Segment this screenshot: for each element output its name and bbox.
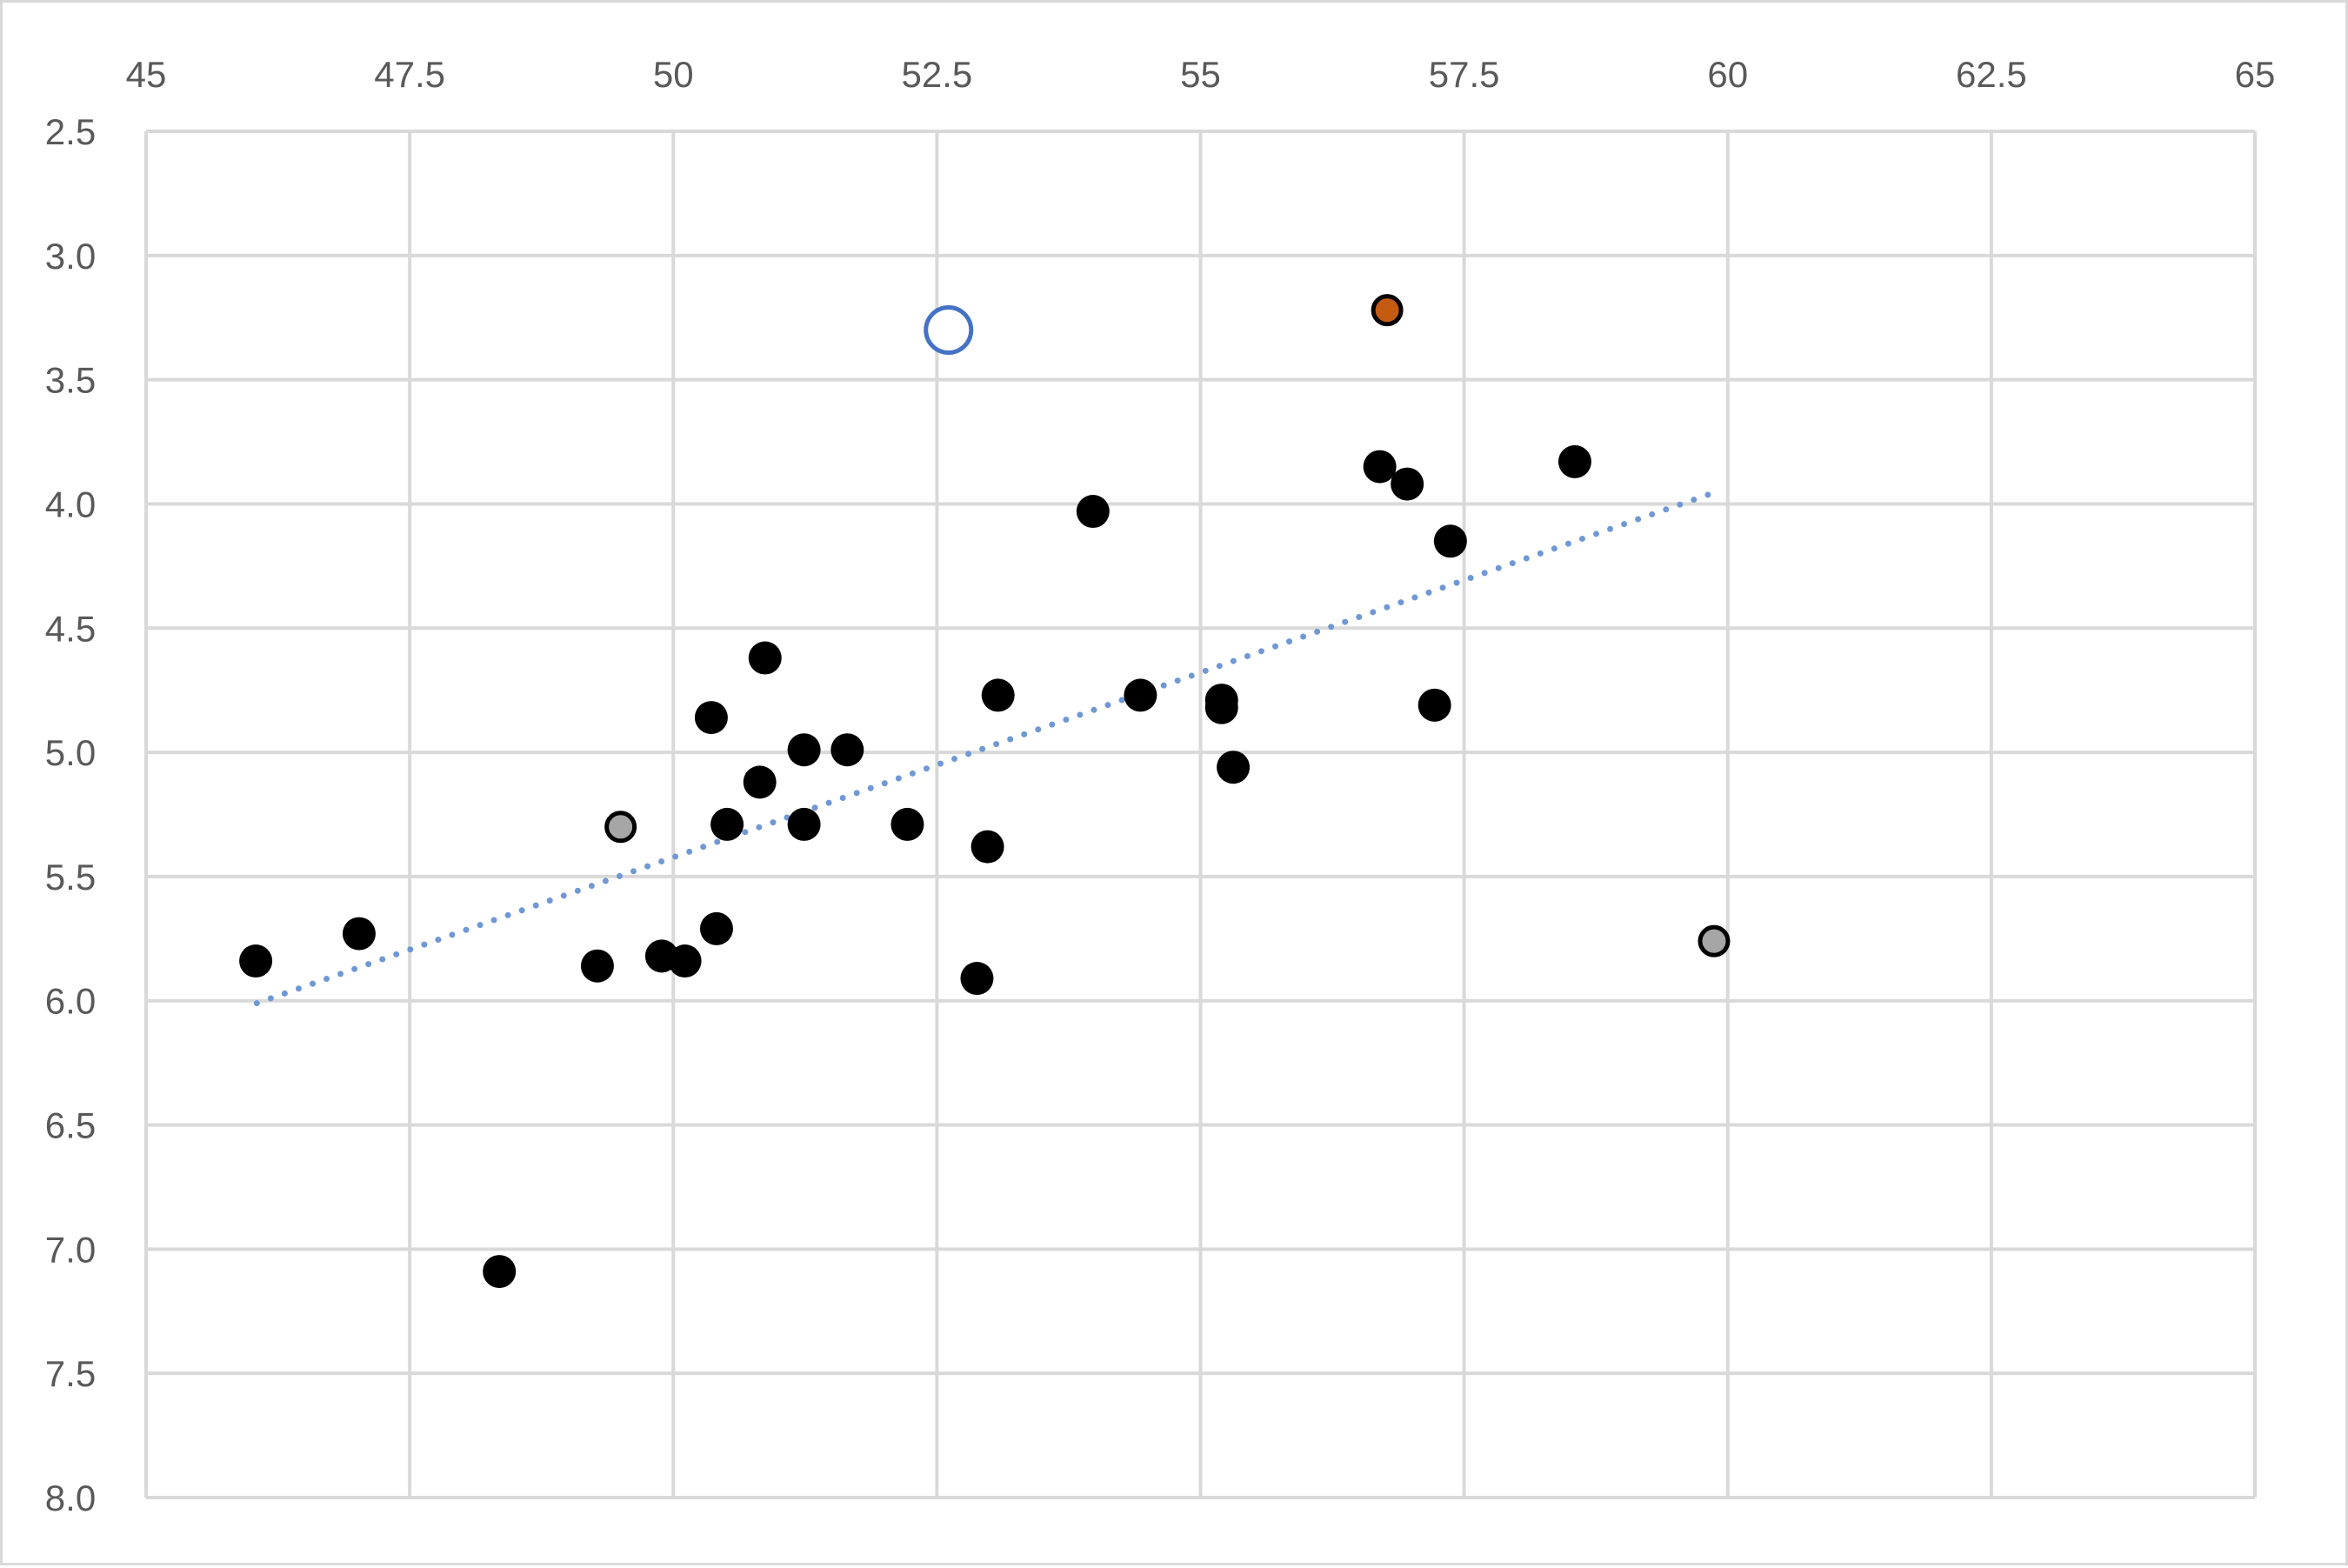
data-point-main [891, 807, 924, 841]
y-tick-label: 7.5 [45, 1353, 96, 1394]
gridlines [144, 130, 2257, 1499]
y-tick-labels: 2.5 3.0 3.5 4.0 4.5 5.0 5.5 6.0 6.5 7.0 7.5 8.0 [45, 111, 96, 1518]
x-tick-label: 57.5 [1429, 54, 1500, 95]
y-tick-label: 3.5 [45, 360, 96, 401]
y-tick-label: 4.5 [45, 608, 96, 649]
data-point-main [694, 701, 728, 735]
x-tick-label: 45 [126, 54, 167, 95]
y-tick-label: 3.0 [45, 236, 96, 277]
data-point-main [342, 917, 376, 951]
data-point-main [1363, 450, 1397, 484]
x-tick-label: 62.5 [1956, 54, 2027, 95]
data-point-main [580, 949, 614, 983]
trendline [253, 488, 1721, 1007]
x-tick-label: 60 [1707, 54, 1748, 95]
data-point-gray [604, 811, 637, 844]
x-tick-label: 52.5 [902, 54, 973, 95]
data-point-main [830, 733, 864, 767]
y-tick-label: 2.5 [45, 111, 96, 152]
data-point-main [239, 944, 273, 978]
data-point-gray [1698, 924, 1731, 957]
data-point-main [710, 807, 744, 841]
data-point-main [1558, 444, 1591, 478]
x-tick-label: 65 [2235, 54, 2276, 95]
data-point-main [743, 765, 777, 799]
x-tick-label: 50 [653, 54, 694, 95]
data-points [239, 294, 1731, 1289]
y-tick-label: 6.5 [45, 1105, 96, 1146]
y-tick-label: 8.0 [45, 1478, 96, 1518]
data-point-main [787, 807, 821, 841]
y-tick-label: 5.0 [45, 732, 96, 773]
x-tick-labels: 45 47.5 50 52.5 55 57.5 60 62.5 65 [126, 54, 2276, 95]
data-point-main [1124, 678, 1157, 712]
y-tick-label: 7.0 [45, 1229, 96, 1270]
data-point-main [1204, 691, 1238, 724]
data-point-main [1076, 495, 1110, 529]
data-point-main [1217, 751, 1251, 784]
data-point-main [1417, 688, 1451, 722]
data-point-orange [1371, 294, 1404, 327]
data-point-main [981, 678, 1015, 712]
y-tick-label: 4.0 [45, 484, 96, 524]
y-tick-label: 6.0 [45, 981, 96, 1022]
data-point-main [668, 944, 702, 978]
scatter-chart: 45 47.5 50 52.5 55 57.5 60 62.5 65 2.5 3.0 3.5 4.0 4… [45, 54, 2276, 1518]
data-point-hollow [924, 305, 974, 356]
x-tick-label: 47.5 [374, 54, 445, 95]
data-point-main [483, 1255, 517, 1289]
data-point-main [971, 830, 1004, 864]
data-point-main [748, 641, 782, 675]
data-point-main [1433, 524, 1467, 558]
data-point-main [1391, 467, 1424, 501]
data-point-main [787, 733, 821, 767]
data-point-main [699, 911, 733, 945]
x-tick-label: 55 [1180, 54, 1221, 95]
trendline-group [253, 488, 1721, 1007]
data-point-main [960, 962, 994, 996]
y-tick-label: 5.5 [45, 857, 96, 897]
